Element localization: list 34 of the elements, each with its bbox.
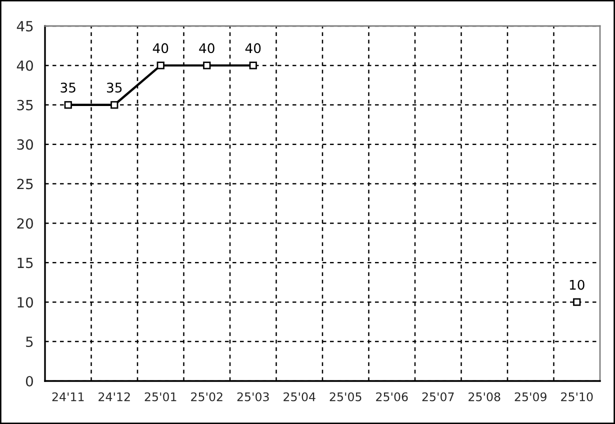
- y-tick-label: 15: [18, 258, 33, 268]
- data-label: 10: [570, 280, 584, 290]
- y-tick-label: 20: [17, 218, 33, 229]
- x-tick-label: 25'02: [191, 392, 222, 402]
- x-tick-label: 24'12: [98, 392, 130, 402]
- data-label: 35: [60, 82, 76, 93]
- data-label: 40: [199, 43, 214, 54]
- x-tick-label: 25'10: [561, 392, 593, 402]
- point: [110, 101, 118, 109]
- y-tick-label: 5: [26, 336, 33, 348]
- point: [573, 298, 581, 306]
- point: [64, 101, 72, 109]
- y-tick-label: 25: [17, 178, 33, 190]
- point: [203, 62, 211, 70]
- y-tick-label: 0: [26, 376, 33, 386]
- point: [156, 62, 164, 70]
- x-tick-label: 25'04: [284, 392, 316, 402]
- x-tick-label: 25'03: [237, 392, 269, 402]
- y-tick-label: 45: [16, 21, 33, 32]
- y-tick-label: 35: [17, 100, 33, 110]
- data-label: 40: [152, 43, 168, 54]
- x-tick-label: 25'09: [514, 392, 546, 402]
- y-tick-label: 10: [18, 297, 33, 308]
- point: [249, 62, 257, 70]
- y-tick-label: 30: [17, 139, 33, 150]
- x-tick-label: 25'07: [422, 392, 454, 402]
- data-label: 35: [106, 82, 122, 93]
- data-label: 40: [245, 43, 261, 54]
- x-tick-label: 25'06: [376, 392, 408, 402]
- x-tick-label: 25'08: [468, 392, 500, 402]
- x-tick-label: 25'01: [144, 392, 176, 402]
- x-tick-label: 24'11: [52, 392, 84, 402]
- y-tick-label: 40: [16, 60, 33, 71]
- x-tick-label: 25'05: [330, 392, 362, 402]
